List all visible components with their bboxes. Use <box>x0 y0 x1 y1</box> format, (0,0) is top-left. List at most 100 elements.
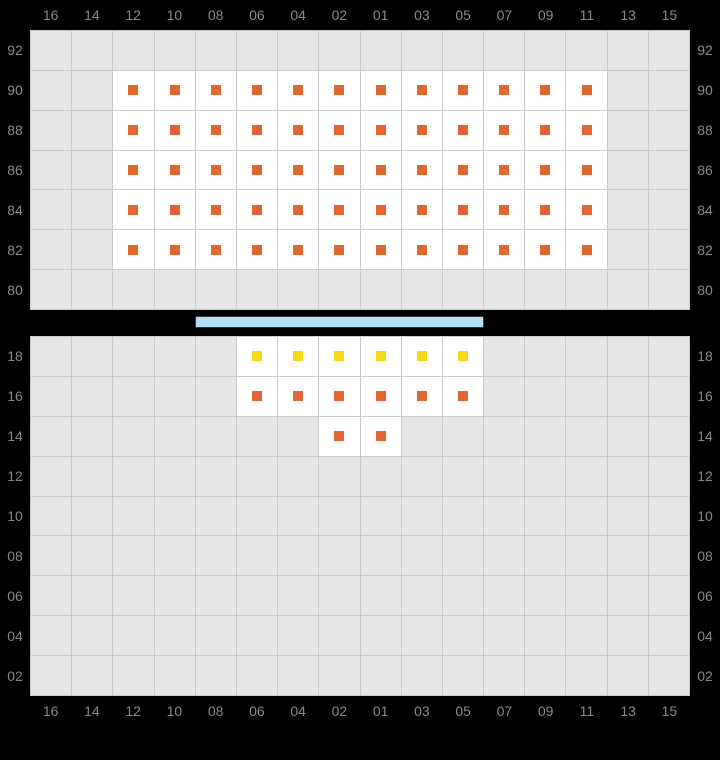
seat-cell[interactable] <box>443 377 484 417</box>
seat-cell[interactable] <box>155 111 196 151</box>
seat-cell[interactable] <box>361 71 402 111</box>
seat-cell[interactable] <box>196 71 237 111</box>
seat-cell[interactable] <box>278 230 319 270</box>
seat-cell[interactable] <box>525 111 566 151</box>
seat-cell[interactable] <box>319 71 360 111</box>
seat-cell[interactable] <box>196 151 237 191</box>
seat-cell[interactable] <box>278 377 319 417</box>
column-label: 05 <box>443 7 484 23</box>
seat-cell[interactable] <box>319 337 360 377</box>
seat-cell[interactable] <box>443 230 484 270</box>
seat-cell[interactable] <box>402 230 443 270</box>
seat-cell[interactable] <box>361 151 402 191</box>
seat-cell[interactable] <box>443 71 484 111</box>
seat-square-icon <box>499 245 509 255</box>
empty-cell <box>72 71 113 111</box>
column-label: 01 <box>360 7 401 23</box>
seat-cell[interactable] <box>237 151 278 191</box>
seat-cell[interactable] <box>361 190 402 230</box>
seat-cell[interactable] <box>319 377 360 417</box>
seat-cell[interactable] <box>237 71 278 111</box>
seat-cell[interactable] <box>566 190 607 230</box>
seat-cell[interactable] <box>278 337 319 377</box>
seat-cell[interactable] <box>278 151 319 191</box>
seat-cell[interactable] <box>237 337 278 377</box>
seat-cell[interactable] <box>361 377 402 417</box>
seat-cell[interactable] <box>319 230 360 270</box>
seat-cell[interactable] <box>196 230 237 270</box>
empty-cell <box>649 270 690 310</box>
seat-square-icon <box>540 125 550 135</box>
empty-cell <box>196 270 237 310</box>
seat-square-icon <box>128 125 138 135</box>
seat-square-icon <box>417 351 427 361</box>
seat-cell[interactable] <box>113 71 154 111</box>
empty-cell <box>319 616 360 656</box>
seat-cell[interactable] <box>525 151 566 191</box>
seat-cell[interactable] <box>196 111 237 151</box>
seat-cell[interactable] <box>402 71 443 111</box>
seat-cell[interactable] <box>484 230 525 270</box>
seat-cell[interactable] <box>525 230 566 270</box>
seat-cell[interactable] <box>237 111 278 151</box>
seat-cell[interactable] <box>196 190 237 230</box>
seat-cell[interactable] <box>443 151 484 191</box>
seat-cell[interactable] <box>525 71 566 111</box>
seat-cell[interactable] <box>319 111 360 151</box>
row-label: 86 <box>0 150 30 190</box>
seat-cell[interactable] <box>484 190 525 230</box>
seat-cell[interactable] <box>361 111 402 151</box>
seat-cell[interactable] <box>484 151 525 191</box>
seat-cell[interactable] <box>113 230 154 270</box>
empty-cell <box>608 151 649 191</box>
seat-cell[interactable] <box>361 337 402 377</box>
empty-cell <box>31 576 72 616</box>
seat-cell[interactable] <box>113 111 154 151</box>
seat-cell[interactable] <box>402 377 443 417</box>
seat-square-icon <box>170 125 180 135</box>
seat-cell[interactable] <box>113 190 154 230</box>
seat-cell[interactable] <box>402 337 443 377</box>
seat-cell[interactable] <box>566 111 607 151</box>
seat-cell[interactable] <box>155 230 196 270</box>
seat-cell[interactable] <box>113 151 154 191</box>
seat-cell[interactable] <box>484 71 525 111</box>
seat-cell[interactable] <box>443 190 484 230</box>
seat-cell[interactable] <box>319 151 360 191</box>
seat-cell[interactable] <box>443 111 484 151</box>
seat-cell[interactable] <box>443 337 484 377</box>
seat-cell[interactable] <box>278 111 319 151</box>
seat-cell[interactable] <box>155 71 196 111</box>
seat-cell[interactable] <box>237 230 278 270</box>
seat-cell[interactable] <box>237 190 278 230</box>
seat-cell[interactable] <box>525 190 566 230</box>
seat-cell[interactable] <box>402 190 443 230</box>
seat-cell[interactable] <box>361 230 402 270</box>
column-label: 04 <box>278 703 319 719</box>
empty-cell <box>484 497 525 537</box>
column-label: 12 <box>113 7 154 23</box>
empty-cell <box>443 417 484 457</box>
empty-cell <box>319 576 360 616</box>
empty-cell <box>525 31 566 71</box>
empty-cell <box>566 270 607 310</box>
seat-cell[interactable] <box>319 417 360 457</box>
seat-cell[interactable] <box>402 111 443 151</box>
seat-cell[interactable] <box>155 151 196 191</box>
empty-cell <box>113 417 154 457</box>
seat-cell[interactable] <box>155 190 196 230</box>
empty-cell <box>566 616 607 656</box>
seat-cell[interactable] <box>319 190 360 230</box>
empty-cell <box>319 270 360 310</box>
seat-cell[interactable] <box>566 230 607 270</box>
seat-cell[interactable] <box>278 190 319 230</box>
empty-cell <box>525 337 566 377</box>
empty-cell <box>525 377 566 417</box>
seat-cell[interactable] <box>402 151 443 191</box>
seat-cell[interactable] <box>566 71 607 111</box>
seat-cell[interactable] <box>566 151 607 191</box>
seat-cell[interactable] <box>278 71 319 111</box>
seat-cell[interactable] <box>361 417 402 457</box>
seat-cell[interactable] <box>237 377 278 417</box>
seat-cell[interactable] <box>484 111 525 151</box>
